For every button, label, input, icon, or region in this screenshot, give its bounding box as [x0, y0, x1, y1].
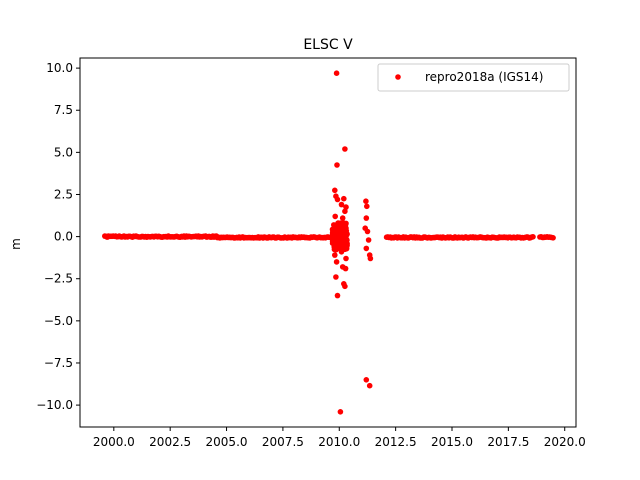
chart-title: ELSC V	[303, 37, 353, 53]
plot-frame	[80, 58, 576, 427]
y-tick-label: 0.0	[54, 230, 73, 244]
y-tick-label: −7.5	[44, 356, 73, 370]
data-point	[366, 237, 372, 243]
data-point	[342, 284, 348, 290]
y-tick-label: −5.0	[44, 314, 73, 328]
data-point	[364, 246, 370, 252]
data-point	[330, 235, 336, 241]
x-tick-label: 2002.5	[149, 435, 191, 449]
y-axis-label: m	[9, 238, 23, 250]
y-tick-label: 7.5	[54, 103, 73, 117]
data-point	[339, 249, 345, 255]
data-point	[342, 209, 348, 215]
data-point	[334, 70, 340, 76]
plot-area: 2000.0 2002.5 2005.0 2007.5 2010.0 2012.5 2015…	[36, 58, 586, 449]
y-tick-label: 2.5	[54, 187, 73, 201]
x-tick-label: 2017.5	[487, 435, 529, 449]
x-tick-label: 2007.5	[262, 435, 304, 449]
data-point	[364, 204, 370, 210]
x-tick-label: 2005.0	[206, 435, 248, 449]
data-point	[338, 224, 344, 230]
x-tick-label: 2010.0	[318, 435, 360, 449]
data-point	[365, 229, 371, 235]
data-point	[343, 236, 349, 242]
data-point	[332, 188, 338, 194]
data-point	[332, 214, 338, 220]
x-tick-label: 2012.5	[375, 435, 417, 449]
y-tick-label: 5.0	[54, 145, 73, 159]
data-point	[334, 229, 340, 235]
data-point	[333, 241, 339, 247]
data-point	[363, 198, 369, 204]
data-point	[341, 230, 347, 236]
legend-marker	[395, 74, 401, 80]
legend-label-repro2018a: repro2018a (IGS14)	[425, 70, 543, 84]
data-point	[340, 215, 346, 221]
data-point	[335, 293, 341, 299]
data-point	[342, 146, 348, 152]
data-point	[343, 266, 349, 272]
x-tick-label: 2000.0	[93, 435, 135, 449]
data-point	[335, 197, 341, 203]
x-tick-label: 2020.0	[544, 435, 586, 449]
data-point	[333, 274, 339, 280]
y-tick-label: 10.0	[46, 61, 73, 75]
series-repro2018a	[102, 70, 556, 414]
data-point	[334, 162, 340, 168]
data-point	[343, 256, 349, 262]
data-point	[367, 383, 373, 389]
data-point	[338, 409, 344, 415]
y-tick-label: −10.0	[36, 398, 73, 412]
data-point	[364, 215, 370, 221]
data-point	[550, 235, 556, 241]
data-point	[332, 252, 338, 258]
legend: repro2018a (IGS14)	[378, 64, 569, 91]
data-point	[364, 377, 370, 383]
data-point	[368, 256, 374, 262]
y-tick-label: −2.5	[44, 272, 73, 286]
x-tick-label: 2015.0	[431, 435, 473, 449]
data-point	[341, 196, 347, 202]
data-point	[342, 242, 348, 248]
data-point	[530, 234, 536, 240]
data-point	[334, 259, 340, 265]
